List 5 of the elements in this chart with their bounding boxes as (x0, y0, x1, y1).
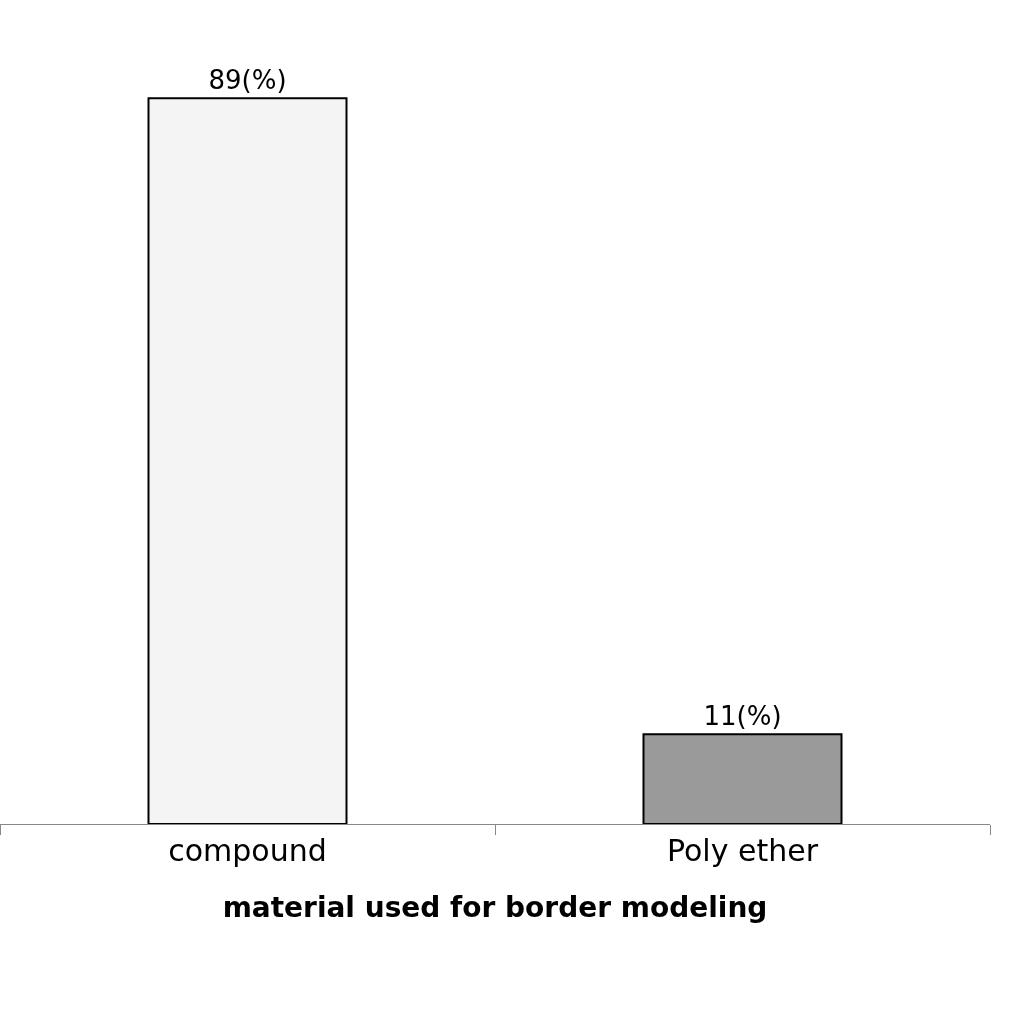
x-axis-title: material used for border modeling (222, 891, 768, 925)
data-label: 11(%) (703, 701, 782, 732)
x-tick-label: Poly ether (666, 833, 819, 868)
data-label: 89(%) (208, 65, 287, 96)
x-tick-label: compound (168, 833, 327, 868)
